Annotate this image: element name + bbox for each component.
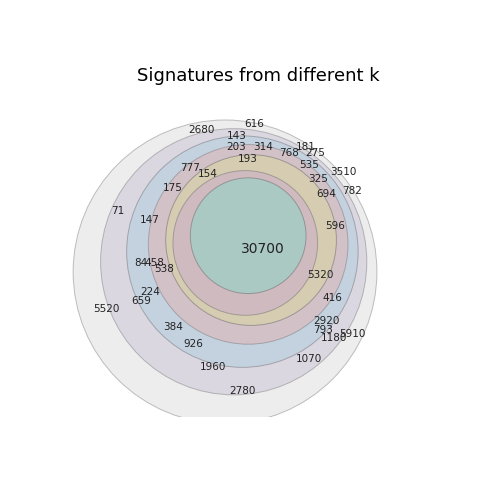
- Circle shape: [73, 120, 377, 424]
- Text: 224: 224: [140, 287, 160, 297]
- Text: 1960: 1960: [200, 362, 227, 372]
- Text: 84: 84: [135, 258, 148, 268]
- Circle shape: [101, 129, 367, 395]
- Text: 30700: 30700: [241, 242, 285, 256]
- Text: 5520: 5520: [93, 304, 119, 314]
- Text: 193: 193: [238, 154, 258, 164]
- Text: 181: 181: [296, 143, 316, 153]
- Text: 325: 325: [307, 174, 328, 184]
- Text: 535: 535: [299, 160, 319, 170]
- Text: 143: 143: [227, 131, 246, 141]
- Text: 538: 538: [154, 264, 174, 274]
- Text: 275: 275: [305, 148, 325, 158]
- Text: 71: 71: [111, 206, 124, 216]
- Text: 384: 384: [163, 322, 183, 332]
- Text: 5320: 5320: [307, 270, 334, 280]
- Text: 768: 768: [279, 148, 298, 158]
- Text: 458: 458: [144, 258, 164, 268]
- Text: 596: 596: [325, 221, 345, 231]
- Text: 175: 175: [163, 183, 183, 193]
- Title: Signatures from different k: Signatures from different k: [137, 68, 380, 85]
- Text: 3510: 3510: [331, 167, 357, 177]
- Text: 1070: 1070: [296, 354, 322, 364]
- Text: 926: 926: [183, 339, 203, 349]
- Text: 154: 154: [198, 168, 218, 178]
- Circle shape: [191, 178, 306, 293]
- Text: 147: 147: [140, 215, 160, 225]
- Text: 2780: 2780: [229, 386, 256, 396]
- Text: 694: 694: [317, 189, 336, 199]
- Text: 1180: 1180: [321, 334, 347, 343]
- Text: 416: 416: [322, 293, 342, 303]
- Text: 314: 314: [253, 143, 273, 153]
- Circle shape: [166, 155, 336, 326]
- Text: 777: 777: [180, 163, 200, 173]
- Circle shape: [127, 136, 358, 367]
- Text: 5910: 5910: [339, 329, 365, 339]
- Text: 659: 659: [131, 296, 151, 306]
- Text: 203: 203: [227, 143, 246, 153]
- Text: 2920: 2920: [313, 316, 340, 326]
- Text: 616: 616: [244, 119, 264, 130]
- Text: 793: 793: [313, 325, 333, 335]
- Text: 2680: 2680: [188, 125, 215, 135]
- Text: 782: 782: [342, 186, 362, 196]
- Circle shape: [173, 171, 318, 316]
- Circle shape: [148, 145, 348, 344]
